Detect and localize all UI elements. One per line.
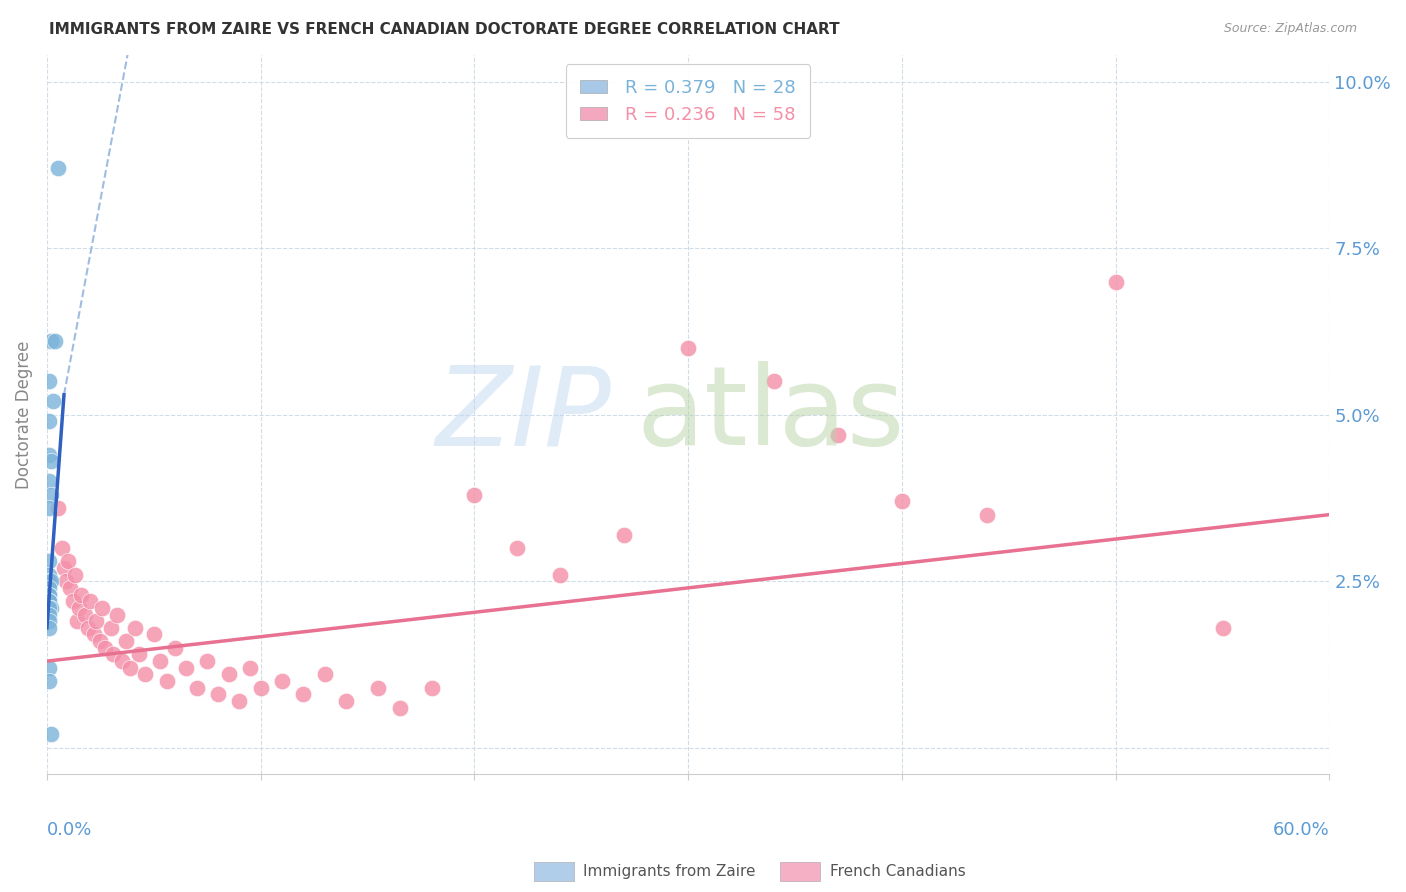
- Point: [70, 588, 93, 602]
- Point: [38, 674, 60, 689]
- Point: [548, 567, 571, 582]
- Point: [239, 661, 262, 675]
- Text: atlas: atlas: [637, 361, 905, 468]
- Point: [1104, 275, 1126, 289]
- Point: [38, 574, 60, 589]
- Text: 0.0%: 0.0%: [46, 821, 93, 839]
- Point: [120, 661, 142, 675]
- Text: ZIP: ZIP: [436, 361, 612, 468]
- Point: [388, 700, 411, 714]
- Point: [142, 627, 165, 641]
- Point: [976, 508, 998, 522]
- Point: [91, 600, 114, 615]
- Point: [367, 681, 389, 695]
- Point: [762, 375, 785, 389]
- Point: [165, 640, 187, 655]
- Text: 60.0%: 60.0%: [1272, 821, 1330, 839]
- Point: [89, 634, 111, 648]
- Text: Immigrants from Zaire: Immigrants from Zaire: [583, 864, 756, 879]
- Legend: R = 0.379   N = 28, R = 0.236   N = 58: R = 0.379 N = 28, R = 0.236 N = 58: [565, 64, 810, 138]
- Point: [51, 541, 73, 555]
- Point: [84, 614, 107, 628]
- Point: [155, 674, 177, 689]
- Point: [83, 627, 105, 641]
- Point: [44, 334, 66, 349]
- Point: [38, 375, 60, 389]
- Point: [107, 607, 129, 622]
- Point: [67, 600, 90, 615]
- Point: [55, 574, 77, 589]
- Point: [38, 588, 60, 602]
- Text: French Canadians: French Canadians: [830, 864, 966, 879]
- Point: [420, 681, 443, 695]
- Point: [46, 500, 69, 515]
- Point: [38, 588, 60, 602]
- Point: [186, 681, 208, 695]
- Point: [271, 674, 294, 689]
- Y-axis label: Doctorate Degree: Doctorate Degree: [15, 341, 32, 489]
- Point: [58, 554, 80, 568]
- Point: [890, 494, 912, 508]
- Point: [314, 667, 336, 681]
- Point: [174, 661, 197, 675]
- Point: [39, 600, 62, 615]
- Point: [46, 161, 69, 176]
- Point: [38, 594, 60, 608]
- Point: [228, 694, 250, 708]
- Point: [59, 581, 82, 595]
- Point: [38, 594, 60, 608]
- Point: [38, 554, 60, 568]
- Point: [506, 541, 529, 555]
- Point: [38, 600, 60, 615]
- Point: [38, 475, 60, 489]
- Point: [79, 594, 101, 608]
- Point: [207, 688, 229, 702]
- Point: [63, 567, 86, 582]
- Point: [38, 614, 60, 628]
- Point: [39, 334, 62, 349]
- Point: [76, 621, 98, 635]
- Point: [335, 694, 357, 708]
- Point: [134, 667, 156, 681]
- Point: [249, 681, 271, 695]
- Point: [38, 621, 60, 635]
- Point: [62, 594, 84, 608]
- Point: [613, 527, 636, 541]
- Point: [195, 654, 218, 668]
- Point: [292, 688, 315, 702]
- Point: [100, 621, 122, 635]
- Point: [38, 607, 60, 622]
- Point: [218, 667, 240, 681]
- Point: [75, 607, 97, 622]
- Point: [39, 727, 62, 741]
- Point: [111, 654, 134, 668]
- Point: [128, 648, 150, 662]
- Point: [38, 567, 60, 582]
- Point: [39, 454, 62, 468]
- Point: [101, 648, 124, 662]
- Point: [124, 621, 146, 635]
- Point: [38, 581, 60, 595]
- Point: [93, 640, 115, 655]
- Point: [1211, 621, 1233, 635]
- Point: [39, 574, 62, 589]
- Point: [676, 341, 699, 355]
- Point: [38, 448, 60, 462]
- Point: [42, 394, 65, 409]
- Point: [38, 500, 60, 515]
- Text: Source: ZipAtlas.com: Source: ZipAtlas.com: [1223, 22, 1357, 36]
- Point: [115, 634, 138, 648]
- Point: [38, 661, 60, 675]
- Point: [38, 414, 60, 428]
- Text: IMMIGRANTS FROM ZAIRE VS FRENCH CANADIAN DOCTORATE DEGREE CORRELATION CHART: IMMIGRANTS FROM ZAIRE VS FRENCH CANADIAN…: [49, 22, 839, 37]
- Point: [53, 561, 76, 575]
- Point: [149, 654, 172, 668]
- Point: [66, 614, 89, 628]
- Point: [463, 488, 485, 502]
- Point: [827, 427, 849, 442]
- Point: [39, 488, 62, 502]
